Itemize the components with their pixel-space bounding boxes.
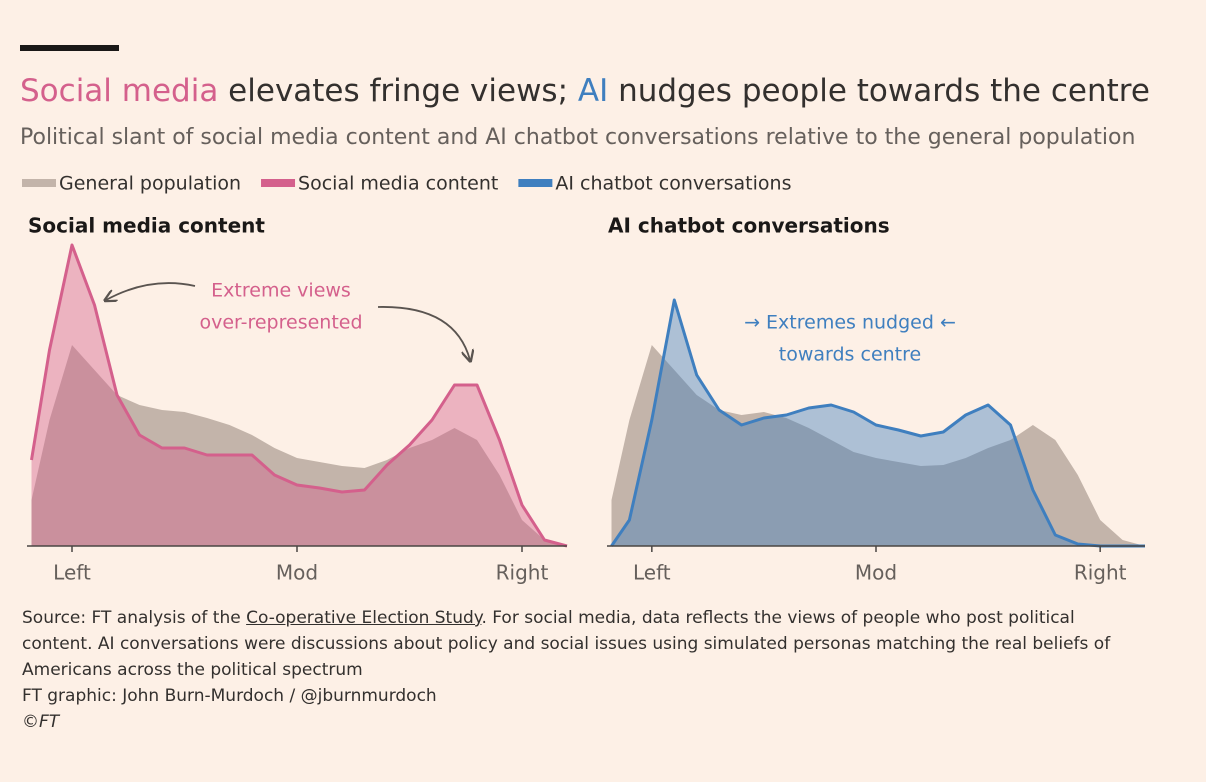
area	[31, 245, 567, 546]
legend-label: AI chatbot conversations	[555, 173, 791, 195]
x-tick-label: Left	[633, 561, 671, 585]
line	[30, 243, 568, 548]
title-highlight: AI	[578, 73, 608, 109]
source-text: Source: FT analysis of the	[22, 608, 247, 628]
panel-title: AI chatbot conversations	[608, 214, 890, 238]
legend-swatch	[518, 179, 553, 187]
legend-label: Social media content	[298, 173, 498, 195]
panel-title: Social media content	[28, 214, 265, 238]
legend-label: General population	[59, 173, 241, 195]
x-tick-label: Mod	[276, 561, 318, 585]
source-link: Co-operative Election Study	[246, 608, 482, 628]
title-text: nudges people towards the centre	[608, 73, 1150, 109]
title-highlight: Social media	[20, 73, 218, 109]
legend-swatch	[261, 179, 296, 187]
area	[611, 300, 1145, 546]
x-tick-label: Left	[53, 561, 91, 585]
legend-swatch	[22, 179, 56, 187]
x-tick-label: Right	[496, 561, 549, 585]
annotation-arrow	[377, 306, 470, 360]
x-tick-label: Right	[1074, 561, 1127, 585]
area	[611, 345, 1145, 546]
annotation: towards centre	[779, 344, 921, 366]
line	[610, 298, 1145, 548]
copyright: ©FT	[22, 712, 60, 732]
x-tick-label: Mod	[855, 561, 897, 585]
annotation: Extreme views	[211, 280, 351, 302]
chart: Social media elevates fringe views; AI n…	[20, 45, 1150, 585]
area	[31, 345, 567, 546]
chart-title: Social media elevates fringe views; AI n…	[20, 73, 1150, 109]
source-text: . For social media, data reflects the vi…	[22, 608, 1111, 680]
source-note: Source: FT analysis of the Co-operative …	[22, 605, 1142, 683]
chart-subtitle: Political slant of social media content …	[20, 125, 1135, 150]
legend: General population Social media content AI…	[22, 173, 791, 195]
annotation: → Extremes nudged ←	[744, 312, 956, 334]
title-text: elevates fringe views;	[218, 73, 578, 109]
annotation: over-represented	[199, 312, 362, 334]
brand-bar	[20, 45, 119, 51]
credit: FT graphic: John Burn-Murdoch / @jburnmu…	[22, 686, 437, 706]
annotation-arrow	[106, 282, 196, 300]
